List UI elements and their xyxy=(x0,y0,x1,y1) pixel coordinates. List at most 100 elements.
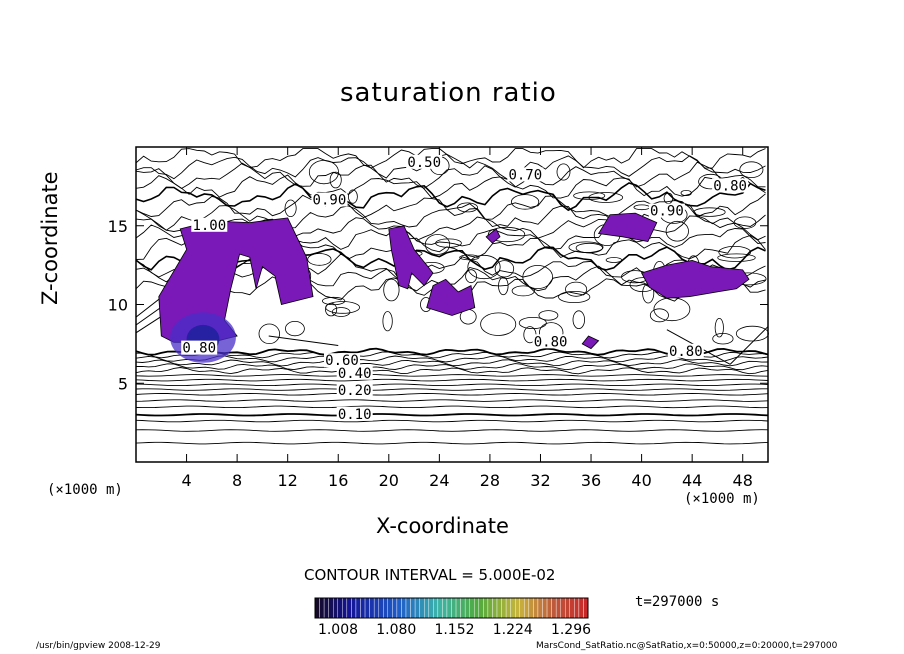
colorbar-cell xyxy=(560,597,566,619)
contour-line xyxy=(135,359,769,367)
contour-loop xyxy=(735,325,769,342)
contour-label: 0.60 xyxy=(325,353,359,369)
colorbar-cell xyxy=(551,597,557,619)
contour-line xyxy=(268,335,339,346)
contour-loop xyxy=(739,161,764,179)
colorbar-cell xyxy=(392,597,398,619)
contour-loop xyxy=(588,192,624,203)
contour-loop xyxy=(633,204,651,211)
contour-label-bg xyxy=(191,217,228,232)
colorbar-tick-label: 1.152 xyxy=(434,622,474,638)
colorbar-cell xyxy=(383,597,389,619)
colorbar xyxy=(314,597,589,619)
contour-loop xyxy=(538,310,559,321)
colorbar-cell xyxy=(469,597,475,619)
contour-loop xyxy=(347,189,358,204)
colorbar-cell xyxy=(528,597,534,619)
contour-loop xyxy=(518,316,547,329)
colorbar-cell xyxy=(583,597,589,619)
contour-loop xyxy=(424,234,451,255)
contour-label: 0.70 xyxy=(508,167,542,183)
colorbar-cell xyxy=(474,597,480,619)
contour-loop xyxy=(329,171,342,189)
contour-loop xyxy=(605,257,623,263)
contour-line xyxy=(135,429,769,432)
contour-label: 0.90 xyxy=(650,204,684,220)
contour-label-bg xyxy=(532,334,569,349)
colorbar-cell xyxy=(414,597,420,619)
y-tick-label: 15 xyxy=(108,217,128,236)
colorbar-cell xyxy=(492,597,498,619)
colorbar-cell xyxy=(533,597,539,619)
contour-loop xyxy=(284,199,297,218)
colorbar-cell xyxy=(333,597,338,619)
contour-loop xyxy=(331,307,351,317)
colorbar-cell xyxy=(574,597,580,619)
colorbar-cell xyxy=(387,597,393,619)
colorbar-cell xyxy=(378,597,384,619)
x-tick-label: 4 xyxy=(181,471,191,490)
contour-line xyxy=(135,388,768,391)
colorbar-cell xyxy=(505,597,511,619)
colorbar-cell xyxy=(446,597,452,619)
contour-label-bg xyxy=(667,343,704,358)
shaded-region xyxy=(485,228,501,244)
contour-line xyxy=(135,153,766,180)
x-tick-label: 20 xyxy=(379,471,399,490)
colorbar-cell xyxy=(405,597,411,619)
contour-loop xyxy=(733,216,757,229)
colorbar-tick-label: 1.008 xyxy=(318,622,358,638)
colorbar-cell xyxy=(555,597,561,619)
contour-loop xyxy=(522,264,553,289)
colorbar-tick-label: 1.080 xyxy=(376,622,416,638)
contour-label-bg xyxy=(712,178,749,193)
contour-loop xyxy=(382,311,393,332)
colorbar-cell xyxy=(565,597,571,619)
contour-line xyxy=(135,347,769,356)
colorbar-cell xyxy=(428,597,434,619)
contour-line xyxy=(135,245,766,271)
colorbar-cell xyxy=(478,597,484,619)
contour-loop xyxy=(487,226,526,243)
contour-loop xyxy=(712,333,734,345)
contour-label: 0.80 xyxy=(182,341,216,357)
colorbar-cell xyxy=(396,597,402,619)
contour-labels: 0.10 0.200.400.60 0.80 0.80 0.80 1.00 0.50 0.70… xyxy=(181,154,749,423)
contour-label: 1.00 xyxy=(192,218,226,234)
contour-label: 0.20 xyxy=(338,383,372,399)
colorbar-cell xyxy=(569,597,575,619)
contour-label: 0.40 xyxy=(338,366,372,382)
x-axis-label: X-coordinate xyxy=(376,514,509,538)
contour-loop xyxy=(717,253,756,262)
contour-loop xyxy=(465,269,478,284)
contour-line xyxy=(135,174,766,199)
contour-line xyxy=(135,441,769,445)
colorbar-cell xyxy=(364,597,370,619)
contour-loop xyxy=(714,318,724,338)
y-tick-label: 5 xyxy=(118,374,128,393)
contour-label-bg xyxy=(324,353,360,368)
contour-loop xyxy=(665,220,689,242)
x-tick-label: 44 xyxy=(682,471,702,490)
contour-loop xyxy=(435,238,462,248)
contour-line xyxy=(135,355,769,363)
contour-loop xyxy=(649,308,669,323)
contour-line xyxy=(135,405,769,409)
colorbar-cell xyxy=(524,597,530,619)
colorbar-cell xyxy=(451,597,457,619)
contour-loop xyxy=(572,310,586,330)
colorbar-cell xyxy=(537,597,543,619)
contour-loop xyxy=(258,323,281,345)
contour-line xyxy=(135,413,769,417)
contour-loop xyxy=(480,312,517,336)
contour-label-bg xyxy=(336,406,373,421)
x-tick-label: 36 xyxy=(581,471,601,490)
shaded-region xyxy=(597,212,658,242)
contour-loop xyxy=(663,192,674,204)
contour-label: 0.90 xyxy=(313,193,347,209)
x-tick-label: 12 xyxy=(278,471,298,490)
contour-loop xyxy=(459,254,480,261)
colorbar-cell xyxy=(346,597,352,619)
shaded-region xyxy=(426,278,476,316)
